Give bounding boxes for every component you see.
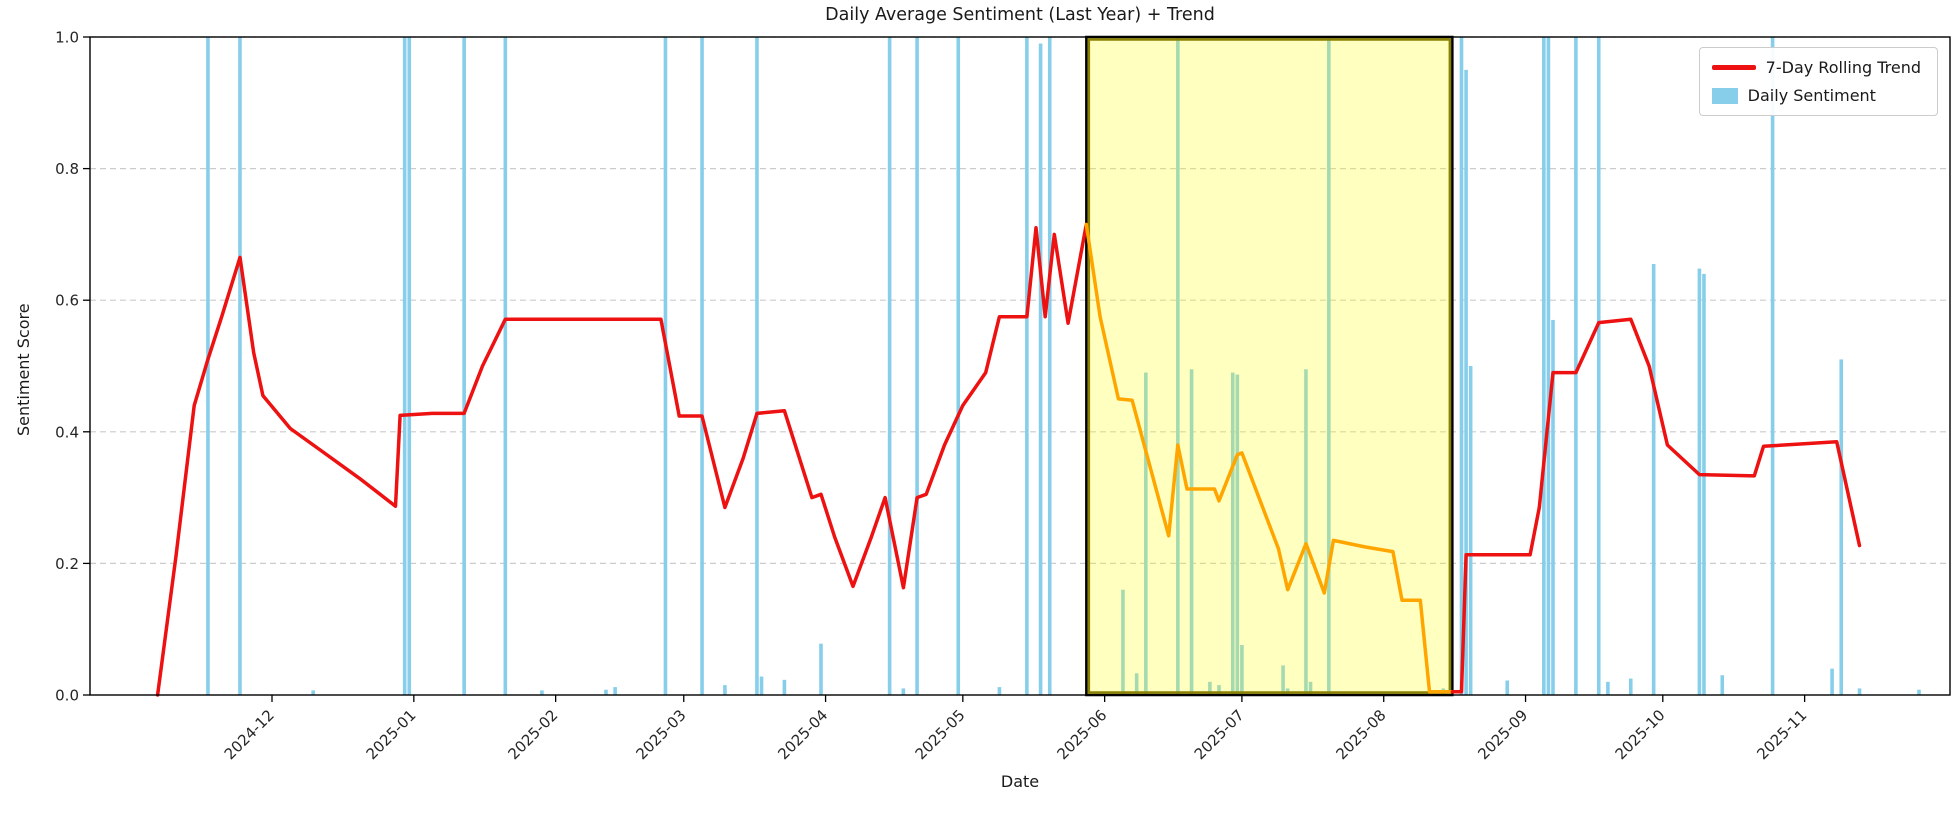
svg-text:2025-06: 2025-06 <box>1053 706 1110 763</box>
y-axis-label: Sentiment Score <box>14 303 33 437</box>
svg-text:0.2: 0.2 <box>55 555 79 573</box>
svg-text:2025-10: 2025-10 <box>1612 706 1669 763</box>
svg-text:2025-11: 2025-11 <box>1753 706 1810 763</box>
svg-text:2025-01: 2025-01 <box>363 706 420 763</box>
svg-text:0.0: 0.0 <box>55 687 79 705</box>
legend-item-daily: Daily Sentiment <box>1711 86 1921 105</box>
svg-text:2025-08: 2025-08 <box>1332 706 1389 763</box>
legend-daily-label: Daily Sentiment <box>1747 86 1876 105</box>
chart-title: Daily Average Sentiment (Last Year) + Tr… <box>825 5 1215 25</box>
legend-trend-label: 7-Day Rolling Trend <box>1765 58 1921 77</box>
svg-text:2025-02: 2025-02 <box>504 706 561 763</box>
svg-text:2025-07: 2025-07 <box>1191 706 1248 763</box>
svg-text:0.6: 0.6 <box>55 292 79 310</box>
daily-sentiment-swatch <box>1711 87 1738 104</box>
svg-text:2025-05: 2025-05 <box>912 706 969 763</box>
trend-line-swatch <box>1711 65 1756 70</box>
svg-text:2024-12: 2024-12 <box>221 706 278 763</box>
svg-text:2025-03: 2025-03 <box>633 706 690 763</box>
svg-text:1.0: 1.0 <box>55 29 79 47</box>
legend-item-trend: 7-Day Rolling Trend <box>1711 58 1921 77</box>
svg-text:2025-04: 2025-04 <box>774 706 831 763</box>
legend: 7-Day Rolling Trend Daily Sentiment <box>1698 47 1938 116</box>
x-axis-label: Date <box>1000 772 1040 791</box>
svg-text:0.8: 0.8 <box>55 160 79 178</box>
svg-text:2025-09: 2025-09 <box>1474 706 1531 763</box>
svg-text:0.4: 0.4 <box>55 423 79 441</box>
